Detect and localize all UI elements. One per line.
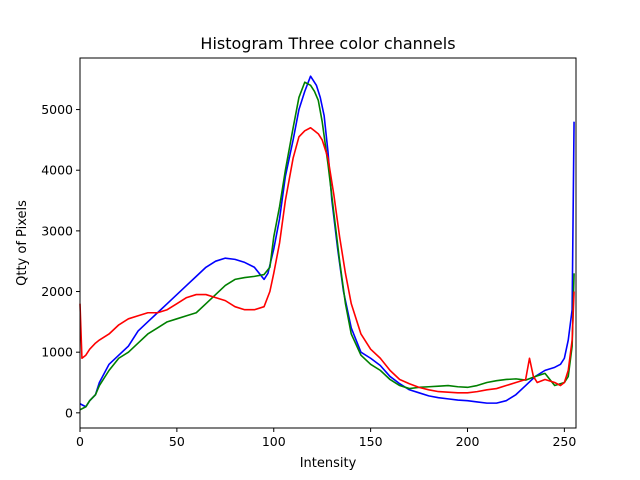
y-axis-label: Qtty of Pixels: [15, 200, 30, 286]
y-tick-label: 3000: [41, 223, 73, 238]
x-tick-label: 0: [76, 434, 84, 449]
x-tick-label: 250: [552, 434, 576, 449]
red-channel-line: [79, 126, 575, 394]
x-tick-label: 200: [456, 434, 480, 449]
x-tick-label: 150: [359, 434, 383, 449]
y-tick-label: 1000: [41, 345, 73, 360]
x-tick-label: 100: [262, 434, 286, 449]
y-axis-ticks: 0 1000 2000 3000 4000 5000: [41, 102, 80, 420]
y-tick-label: 2000: [41, 284, 73, 299]
x-axis-ticks: 0 50 100 150 200 250: [76, 428, 576, 449]
x-axis-label: Intensity: [300, 456, 357, 471]
y-tick-label: 0: [65, 405, 73, 420]
green-channel-line: [79, 81, 575, 411]
y-tick-label: 4000: [41, 163, 73, 178]
chart-title: Histogram Three color channels: [200, 34, 455, 53]
series-layer: [79, 75, 575, 411]
y-tick-label: 5000: [41, 102, 73, 117]
blue-channel-line: [79, 75, 575, 408]
x-tick-label: 50: [169, 434, 185, 449]
plot-frame: [79, 57, 577, 429]
